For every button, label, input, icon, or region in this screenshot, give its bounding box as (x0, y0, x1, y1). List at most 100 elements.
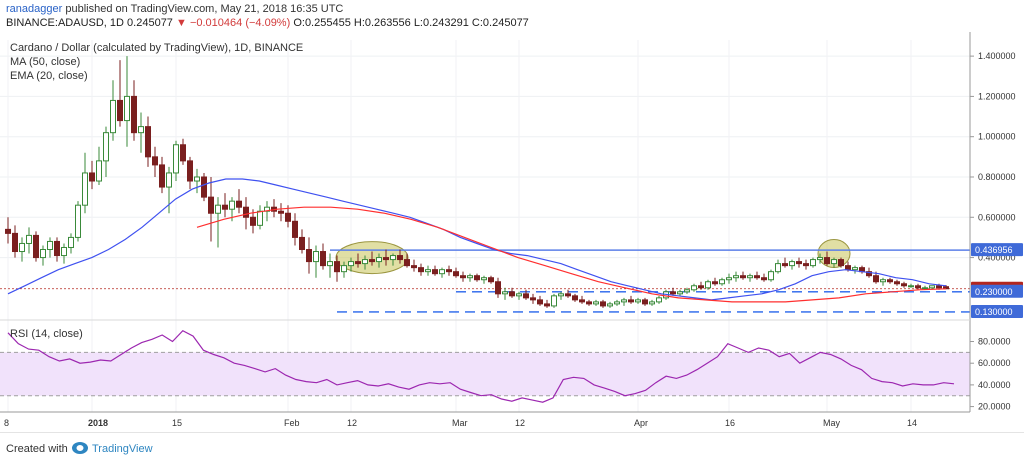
candle-body (208, 196, 214, 214)
candle-body (768, 271, 774, 281)
candle-body (817, 257, 823, 261)
candle-body (789, 261, 795, 267)
candles (5, 56, 949, 308)
publish-info: published on TradingView.com, May 21, 20… (65, 3, 344, 15)
candle-body (229, 200, 235, 210)
candle-body (537, 299, 543, 305)
rsi-tick-label: 80.0000 (978, 337, 1011, 347)
candle-body (201, 176, 207, 198)
candle-body (705, 281, 711, 289)
price-label-text: 0.230000 (975, 287, 1013, 297)
ohlc-values: O:0.255455 H:0.263556 L:0.243291 C:0.245… (293, 17, 529, 29)
candle-body (726, 277, 732, 281)
header-bar: ranadagger published on TradingView.com,… (0, 0, 1024, 34)
candle-body (460, 275, 466, 279)
candle-body (600, 301, 606, 307)
candle-body (376, 257, 382, 263)
candle-body (173, 144, 179, 174)
candle-body (922, 287, 928, 290)
candle-body (103, 132, 109, 162)
candle-body (355, 261, 361, 265)
candle-body (369, 259, 375, 263)
candle-body (656, 297, 662, 303)
candle-body (873, 275, 879, 283)
price-change: −0.010464 (−4.09%) (189, 17, 291, 29)
time-tick-label: 12 (515, 418, 525, 428)
candle-body (698, 285, 704, 289)
rsi-band (0, 352, 970, 396)
candle-body (565, 293, 571, 297)
candle-body (733, 275, 739, 279)
candle-body (166, 172, 172, 188)
price-label-box (971, 284, 1023, 298)
tradingview-brand-link[interactable]: TradingView (92, 443, 153, 455)
time-tick-label: 8 (4, 418, 9, 428)
candle-body (761, 277, 767, 281)
candle-body (782, 263, 788, 267)
ma50-line (196, 206, 947, 303)
candle-body (586, 301, 592, 305)
candle-body (131, 95, 137, 134)
price-tick-label: 0.600000 (978, 212, 1016, 222)
candle-body (740, 275, 746, 279)
candle-body (642, 299, 648, 305)
legend: Cardano / Dollar (calculated by TradingV… (10, 42, 303, 340)
time-tick-label: 16 (725, 418, 735, 428)
tradingview-logo-icon[interactable] (71, 441, 89, 455)
publish-line: ranadagger published on TradingView.com,… (6, 3, 343, 15)
price-label-text: 0.436956 (975, 245, 1013, 255)
candle-body (117, 99, 123, 122)
candle-body (306, 249, 312, 263)
candle-body (943, 286, 949, 290)
candle-body (194, 176, 200, 182)
time-tick-label: Apr (634, 418, 648, 428)
candle-body (677, 291, 683, 295)
candle-body (614, 301, 620, 305)
rsi-line (7, 329, 955, 403)
support-resistance-lines (0, 249, 970, 313)
candle-body (866, 271, 872, 277)
ema20-line (7, 178, 947, 301)
candle-body (593, 301, 599, 305)
rsi-tick-label: 20.0000 (978, 402, 1011, 412)
candle-body (110, 99, 116, 134)
candle-body (404, 259, 410, 267)
candle-body (390, 255, 396, 261)
candle-body (747, 275, 753, 279)
candle-body (96, 160, 102, 182)
rsi-tick-label: 60.0000 (978, 358, 1011, 368)
candle-body (243, 206, 249, 218)
candle-body (33, 234, 39, 259)
candle-body (929, 285, 935, 289)
candle-body (852, 267, 858, 271)
candle-body (824, 257, 830, 265)
candle-body (838, 259, 844, 267)
candle-body (481, 277, 487, 281)
candle-body (845, 265, 851, 271)
candle-body (61, 246, 67, 257)
candle-body (285, 212, 291, 222)
candle-body (691, 285, 697, 291)
candle-body (397, 255, 403, 261)
price-tick-label: 1.200000 (978, 91, 1016, 101)
candle-body (803, 263, 809, 267)
candle-body (138, 126, 144, 134)
chart-canvas[interactable]: 1.400000 1.200000 1.000000 0.800000 0.600000… (0, 0, 1024, 432)
candle-body (19, 242, 25, 253)
candle-body (299, 236, 305, 251)
candle-body (383, 257, 389, 261)
time-tick-label: Mar (452, 418, 468, 428)
candle-body (250, 216, 256, 226)
candle-body (348, 261, 354, 267)
candle-body (75, 204, 81, 238)
author-link[interactable]: ranadagger (6, 3, 63, 15)
footer: Created with TradingView (0, 432, 1024, 463)
price-tick-label: 1.400000 (978, 51, 1016, 61)
candle-body (509, 291, 515, 297)
time-tick-label: Feb (284, 418, 300, 428)
price-label-text: 0.130000 (975, 307, 1013, 317)
candle-body (579, 299, 585, 303)
candle-body (341, 265, 347, 273)
candle-body (684, 289, 690, 293)
candle-body (47, 240, 53, 251)
